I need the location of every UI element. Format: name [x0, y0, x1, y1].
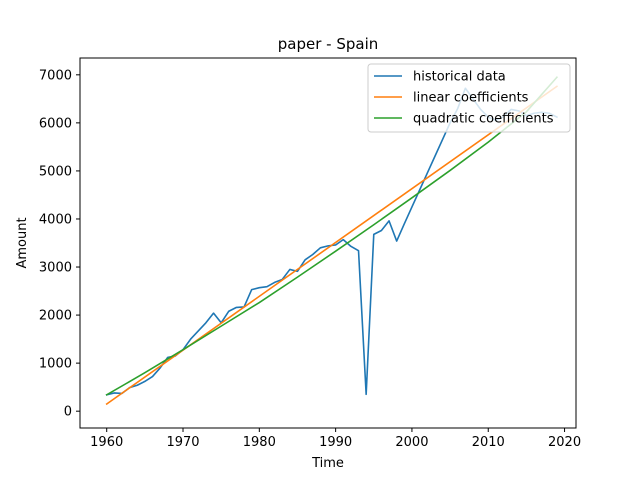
x-tick-label: 1960: [90, 435, 123, 450]
y-tick-label: 3000: [39, 261, 72, 276]
y-axis-ticks: 0 1000 2000 3000 4000 5000 6000 7000: [39, 68, 80, 420]
y-tick-label: 4000: [39, 212, 72, 227]
y-tick-label: 0: [64, 405, 72, 420]
legend-label-2: linear coefficients: [413, 91, 529, 106]
x-axis-ticks: 1960 1970 1980 1990 2000 2010 2020: [90, 428, 581, 450]
chart-title: paper - Spain: [278, 35, 379, 53]
x-tick-label: 2000: [395, 435, 428, 450]
x-axis-label: Time: [311, 456, 344, 471]
y-tick-label: 5000: [39, 164, 72, 179]
legend: historical data linear coefficients quadra…: [367, 63, 571, 133]
legend-label-1: historical data: [413, 70, 506, 85]
x-tick-label: 1980: [243, 435, 276, 450]
y-tick-label: 2000: [39, 309, 72, 324]
y-tick-label: 1000: [39, 357, 72, 372]
series-line-3: [105, 76, 559, 396]
legend-label-3: quadratic coefficients: [413, 112, 554, 127]
x-tick-label: 2020: [548, 435, 581, 450]
y-tick-label: 7000: [39, 68, 72, 83]
x-tick-label: 2010: [472, 435, 505, 450]
x-tick-label: 1990: [319, 435, 352, 450]
y-tick-label: 6000: [39, 116, 72, 131]
x-tick-label: 1970: [166, 435, 199, 450]
y-axis-label: Amount: [15, 217, 30, 268]
series-line-2: [105, 85, 559, 406]
legend-box: [367, 63, 571, 133]
plot-frame: [79, 57, 577, 429]
